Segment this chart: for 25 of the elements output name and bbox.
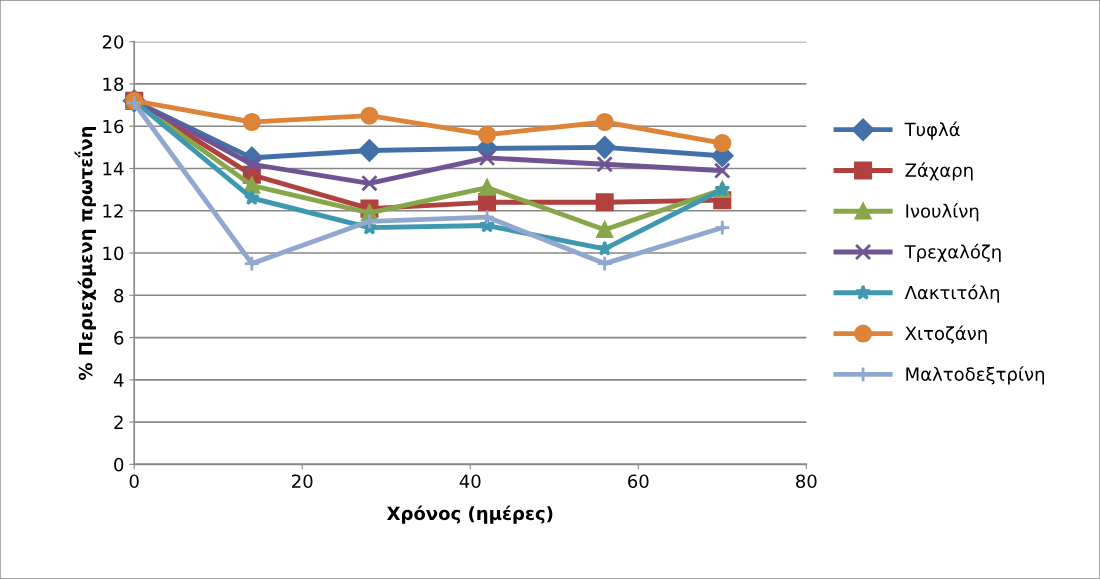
y-tick-label: 0 [114,457,124,472]
y-tick-label: 18 [103,77,124,92]
x-tick-label: 0 [129,474,139,489]
legend-label: Τρεχαλόζη [904,243,1001,263]
y-tick-label: 4 [113,373,124,387]
legend-label: Ζάχαρη [905,162,973,181]
legend-label: Χιτοζάνη [905,325,987,344]
y-tick-label: 20 [102,35,124,49]
y-axis-title: % Περιεχόμενη πρωτεΐνη [74,126,96,380]
y-tick-label: 16 [103,119,124,134]
y-tick-label: 12 [103,204,123,218]
legend-label: Τυφλά [904,121,960,140]
legend-label: Λακτιτόλη [904,284,999,303]
y-tick-label: 10 [103,246,124,261]
x-tick-label: 60 [628,474,649,489]
y-tick-label: 6 [114,331,124,345]
y-tick-label: 8 [114,288,124,303]
x-tick-label: 40 [459,474,481,489]
x-axis-title: Χρόνος (ημέρες) [386,505,553,524]
x-tick-label: 20 [292,474,313,489]
legend-label: Ινουλίνη [906,203,979,222]
y-tick-label: 2 [114,415,123,429]
x-tick-label: 80 [796,474,817,489]
legend-label: Μαλτοδεξτρίνη [906,366,1044,385]
y-tick-label: 14 [103,162,124,176]
